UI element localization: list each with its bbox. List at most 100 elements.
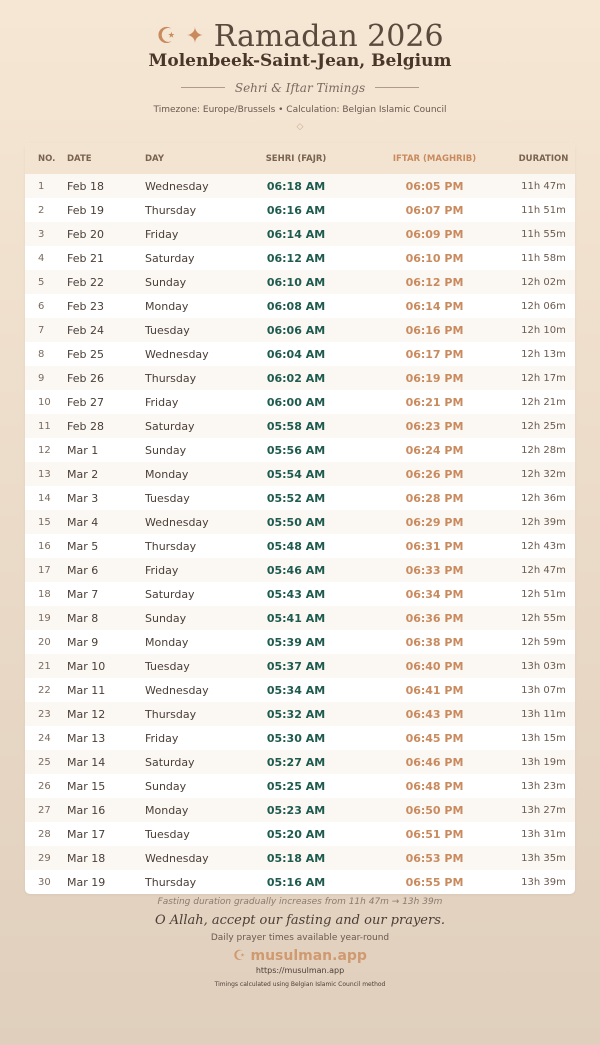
row-iftar: 06:23 PM bbox=[405, 419, 464, 433]
row-iftar: 06:48 PM bbox=[405, 779, 464, 793]
row-date: Mar 19 bbox=[67, 875, 106, 889]
row-iftar: 06:14 PM bbox=[405, 299, 464, 313]
row-iftar: 06:28 PM bbox=[405, 491, 464, 505]
row-day: Wednesday bbox=[145, 179, 209, 193]
row-sehri: 05:37 AM bbox=[266, 659, 326, 673]
row-day: Tuesday bbox=[145, 491, 190, 505]
row-date: Feb 23 bbox=[67, 299, 104, 313]
row-sehri: 06:18 AM bbox=[266, 179, 326, 193]
row-day: Sunday bbox=[145, 779, 187, 793]
row-sehri: 05:32 AM bbox=[266, 707, 326, 721]
row-duration: 12h 59m bbox=[521, 636, 566, 648]
row-iftar: 06:12 PM bbox=[405, 275, 464, 289]
row-iftar: 06:43 PM bbox=[405, 707, 464, 721]
row-date: Mar 2 bbox=[67, 467, 99, 481]
table-row: 1 Feb 18 Wednesday 06:18 AM 06:05 PM 11h 47m bbox=[25, 174, 575, 198]
row-iftar: 06:21 PM bbox=[405, 395, 464, 409]
table-row: 30 Mar 19 Thursday 05:16 AM 06:55 PM 13h 39m bbox=[25, 870, 575, 894]
website-link[interactable]: https://musulman.app bbox=[255, 966, 345, 975]
row-day: Friday bbox=[145, 563, 179, 577]
row-day: Friday bbox=[145, 395, 179, 409]
col-no: NO. bbox=[38, 153, 56, 164]
row-date: Feb 25 bbox=[67, 347, 104, 361]
row-sehri: 05:48 AM bbox=[266, 539, 326, 553]
diamond-icon: ◇ bbox=[296, 122, 304, 132]
row-no: 5 bbox=[38, 276, 45, 288]
row-date: Mar 14 bbox=[67, 755, 106, 769]
row-date: Mar 1 bbox=[67, 443, 99, 457]
row-no: 6 bbox=[38, 300, 45, 312]
col-date: DATE bbox=[67, 153, 92, 164]
row-iftar: 06:26 PM bbox=[405, 467, 464, 481]
row-iftar: 06:46 PM bbox=[405, 755, 464, 769]
brand-logo[interactable]: ☪ musulman.app bbox=[233, 948, 367, 964]
table-row: 22 Mar 11 Wednesday 05:34 AM 06:41 PM 13h 07m bbox=[25, 678, 575, 702]
row-no: 14 bbox=[38, 492, 51, 504]
row-duration: 13h 15m bbox=[521, 732, 566, 744]
row-day: Thursday bbox=[145, 539, 197, 553]
row-iftar: 06:34 PM bbox=[405, 587, 464, 601]
row-no: 9 bbox=[38, 372, 45, 384]
row-no: 7 bbox=[38, 324, 45, 336]
table-body: 1 Feb 18 Wednesday 06:18 AM 06:05 PM 11h 47m 2… bbox=[25, 174, 575, 894]
row-duration: 13h 27m bbox=[521, 804, 566, 816]
row-iftar: 06:17 PM bbox=[405, 347, 464, 361]
table-row: 7 Feb 24 Tuesday 06:06 AM 06:16 PM 12h 10m bbox=[25, 318, 575, 342]
row-date: Mar 4 bbox=[67, 515, 99, 529]
row-day: Saturday bbox=[145, 419, 195, 433]
duration-note: Fasting duration gradually increases fro… bbox=[157, 897, 443, 907]
table-row: 8 Feb 25 Wednesday 06:04 AM 06:17 PM 12h 13m bbox=[25, 342, 575, 366]
row-date: Feb 27 bbox=[67, 395, 104, 409]
crescent-icon: ☪ bbox=[156, 24, 177, 49]
row-no: 18 bbox=[38, 588, 51, 600]
row-date: Mar 9 bbox=[67, 635, 99, 649]
row-duration: 12h 28m bbox=[521, 444, 566, 456]
row-no: 24 bbox=[38, 732, 51, 744]
row-date: Mar 18 bbox=[67, 851, 106, 865]
row-duration: 12h 39m bbox=[521, 516, 566, 528]
row-iftar: 06:41 PM bbox=[405, 683, 464, 697]
row-no: 10 bbox=[38, 396, 51, 408]
table-row: 28 Mar 17 Tuesday 05:20 AM 06:51 PM 13h 31m bbox=[25, 822, 575, 846]
calculation-note: Timings calculated using Belgian Islamic… bbox=[214, 981, 386, 988]
row-iftar: 06:53 PM bbox=[405, 851, 464, 865]
row-no: 2 bbox=[38, 204, 45, 216]
row-duration: 12h 32m bbox=[521, 468, 566, 480]
row-no: 3 bbox=[38, 228, 45, 240]
row-sehri: 05:16 AM bbox=[266, 875, 326, 889]
row-duration: 13h 07m bbox=[521, 684, 566, 696]
timezone-info: Timezone: Europe/Brussels • Calculation:… bbox=[153, 105, 447, 115]
col-iftar: IFTAR (MAGHRIB) bbox=[392, 153, 477, 164]
row-iftar: 06:05 PM bbox=[405, 179, 464, 193]
row-duration: 12h 06m bbox=[521, 300, 566, 312]
col-day: DAY bbox=[145, 153, 164, 164]
row-date: Mar 11 bbox=[67, 683, 106, 697]
row-duration: 11h 58m bbox=[521, 252, 566, 264]
row-sehri: 05:50 AM bbox=[266, 515, 326, 529]
row-day: Wednesday bbox=[145, 347, 209, 361]
row-duration: 12h 43m bbox=[521, 540, 566, 552]
crescent-icon: ☪ bbox=[233, 948, 246, 964]
row-sehri: 06:08 AM bbox=[266, 299, 326, 313]
row-no: 23 bbox=[38, 708, 51, 720]
row-no: 21 bbox=[38, 660, 51, 672]
row-iftar: 06:07 PM bbox=[405, 203, 464, 217]
table-row: 4 Feb 21 Saturday 06:12 AM 06:10 PM 11h 58m bbox=[25, 246, 575, 270]
row-no: 13 bbox=[38, 468, 51, 480]
row-no: 29 bbox=[38, 852, 51, 864]
row-date: Mar 12 bbox=[67, 707, 106, 721]
row-day: Sunday bbox=[145, 611, 187, 625]
row-duration: 11h 55m bbox=[521, 228, 566, 240]
row-iftar: 06:16 PM bbox=[405, 323, 464, 337]
row-sehri: 05:18 AM bbox=[266, 851, 326, 865]
row-no: 20 bbox=[38, 636, 51, 648]
row-sehri: 06:04 AM bbox=[266, 347, 326, 361]
row-day: Thursday bbox=[145, 707, 197, 721]
row-day: Saturday bbox=[145, 755, 195, 769]
row-sehri: 05:23 AM bbox=[266, 803, 326, 817]
table-row: 26 Mar 15 Sunday 05:25 AM 06:48 PM 13h 23m bbox=[25, 774, 575, 798]
row-iftar: 06:10 PM bbox=[405, 251, 464, 265]
row-no: 19 bbox=[38, 612, 51, 624]
row-day: Wednesday bbox=[145, 515, 209, 529]
row-sehri: 05:54 AM bbox=[266, 467, 326, 481]
